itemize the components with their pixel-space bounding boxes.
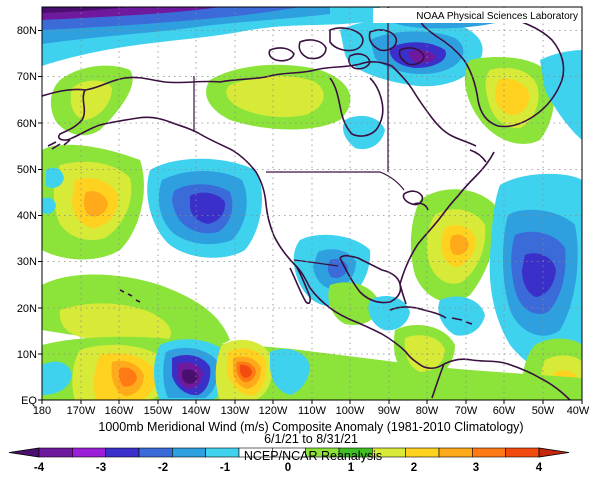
lat-label: 10N: [17, 349, 37, 361]
colorbar-tick-label: 4: [536, 462, 543, 474]
colorbar-segment: [38, 447, 73, 458]
colorbar-arrow-low: [8, 447, 40, 458]
credit-box: [373, 8, 581, 23]
colorbar-tick-label: 3: [473, 462, 479, 474]
political-borders: [193, 7, 405, 267]
axis-ticks: [38, 30, 583, 404]
lon-label: 150W: [144, 405, 173, 417]
colorbar-segment: [138, 447, 173, 458]
credit-text: NOAA Physical Sciences Laboratory: [416, 11, 578, 22]
lon-label: 140W: [182, 405, 211, 417]
colorbar-segment: [472, 447, 506, 458]
latitude-labels: 80N 70N 60N 50N 40N 30N 20N 10N EQ: [17, 25, 38, 407]
lat-label: EQ: [21, 395, 37, 407]
lon-label: 70W: [455, 405, 478, 417]
lon-label: 180: [33, 405, 51, 417]
colorbar-tick-label: -4: [34, 462, 45, 474]
colorbar-segment: [172, 447, 206, 458]
colorbar-segment: [405, 447, 440, 458]
lon-label: 160W: [105, 405, 134, 417]
lat-label: 20N: [17, 303, 37, 315]
lat-label: 70N: [17, 71, 37, 83]
lat-label: 60N: [17, 118, 37, 130]
lon-label: 110W: [298, 405, 327, 417]
lon-label: 60W: [493, 405, 516, 417]
colorbar-tick-label: 1: [348, 462, 355, 474]
colorbar-tick-label: -1: [220, 462, 231, 474]
colorbar-tick-label: -3: [96, 462, 106, 474]
lon-label: 40W: [567, 405, 590, 417]
lon-label: 50W: [532, 405, 555, 417]
colorbar-segment: [205, 447, 240, 458]
date-range: 6/1/21 to 8/31/21: [264, 432, 358, 446]
lat-label: 80N: [17, 25, 37, 37]
lat-label: 40N: [17, 210, 37, 222]
graticule: [42, 7, 582, 400]
lon-label: 120W: [259, 405, 288, 417]
lon-label: 130W: [221, 405, 250, 417]
colorbar-segment: [438, 447, 473, 458]
source-label: NCEP/NCAR Reanalysis: [244, 449, 382, 463]
lon-label: 90W: [378, 405, 401, 417]
anomaly-shading: [42, 7, 582, 400]
lon-label: 170W: [67, 405, 96, 417]
lon-label: 80W: [416, 405, 439, 417]
lat-label: 30N: [17, 256, 37, 268]
longitude-labels: 180 170W 160W 150W 140W 130W 120W 110W 1…: [33, 405, 590, 417]
colorbar-segment: [505, 447, 540, 458]
lon-label: 100W: [336, 405, 365, 417]
colorbar-tick-label: 0: [285, 462, 291, 474]
colorbar-arrow-high: [538, 447, 570, 458]
colorbar-tick-label: 2: [411, 462, 417, 474]
colorbar-tick-label: -2: [158, 462, 168, 474]
colorbar: [8, 447, 570, 458]
colorbar-labels: -4 -3 -2 -1 0 1 2 3 4: [34, 462, 543, 474]
colorbar-segment: [72, 447, 106, 458]
colorbar-segment: [105, 447, 140, 458]
lat-label: 50N: [17, 164, 37, 176]
plot-title: 1000mb Meridional Wind (m/s) Composite A…: [98, 420, 523, 434]
